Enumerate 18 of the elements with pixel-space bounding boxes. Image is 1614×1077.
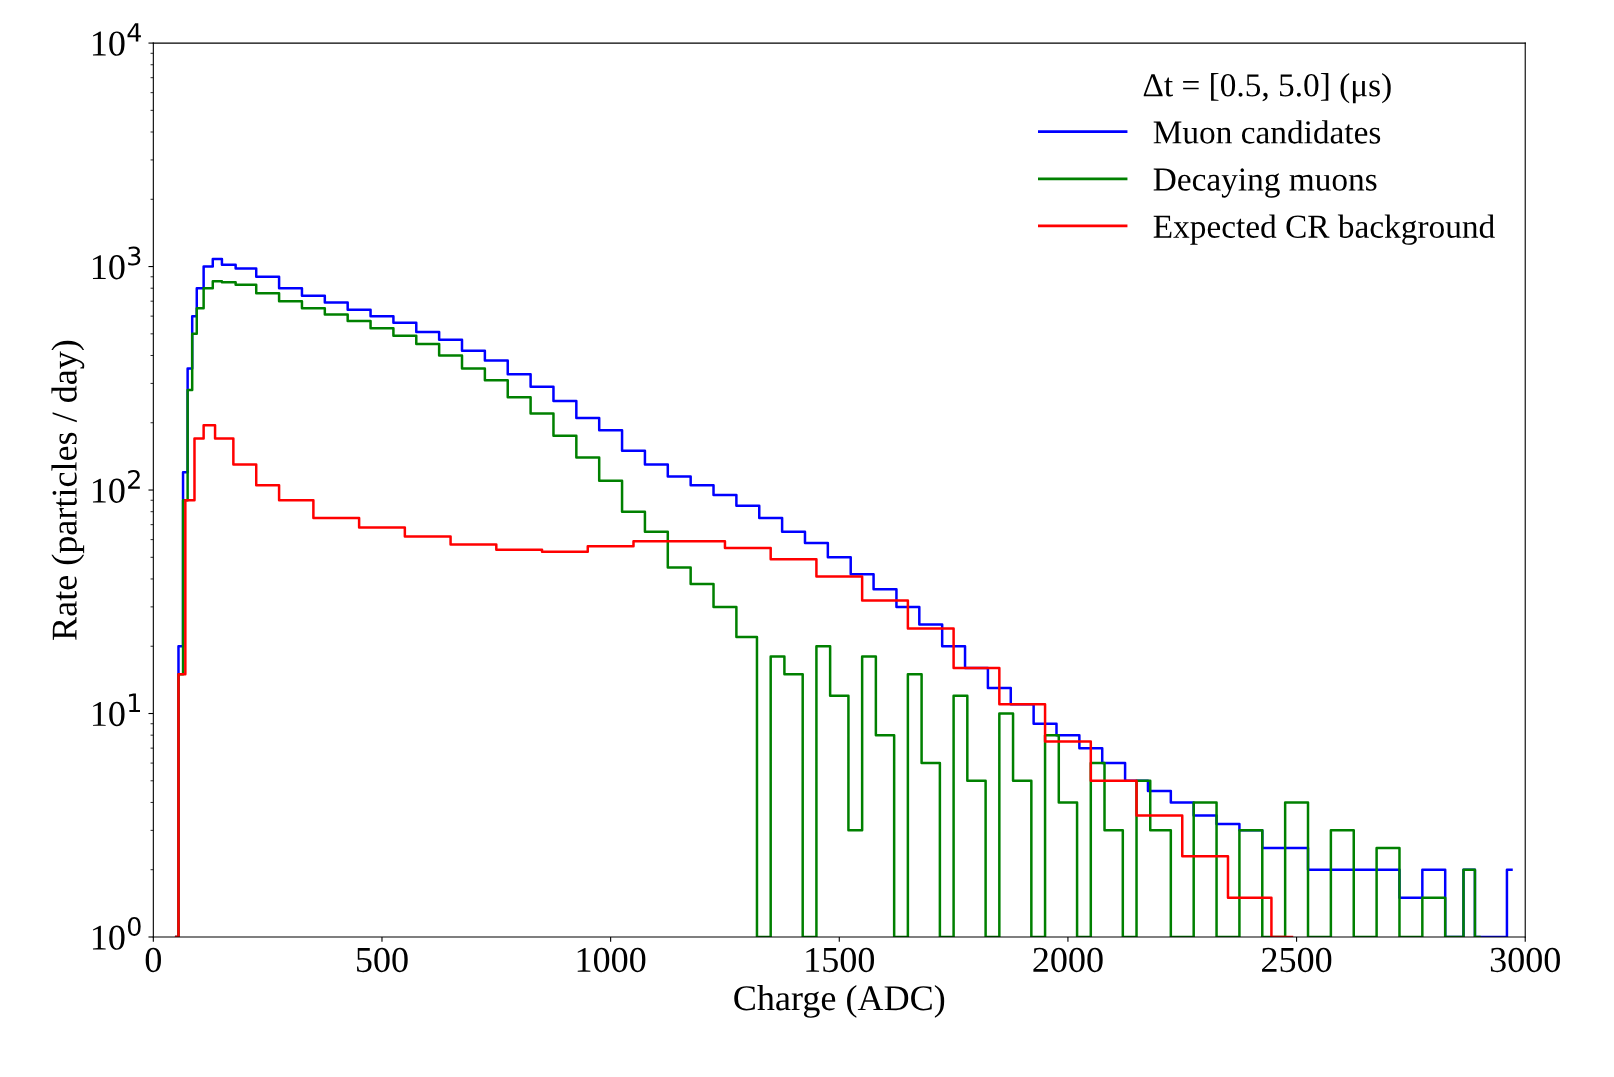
y-tick-label: 10$^{3}$ xyxy=(92,246,141,280)
x-tick-label: 1000 xyxy=(577,947,646,973)
x-tick-label: 2000 xyxy=(1033,947,1103,973)
y-tick-label: 10$^{1}$ xyxy=(92,693,141,727)
y-tick-label: 10$^{4}$ xyxy=(92,23,141,56)
legend-label: Muon candidates xyxy=(1153,120,1381,144)
legend-label: Decaying muons xyxy=(1153,168,1377,198)
legend-title: Δt = [0.5, 5.0] (μs) xyxy=(1143,73,1391,104)
y-axis-title: Rate (particles / day) xyxy=(51,340,85,640)
x-axis-title: Charge (ADC) xyxy=(734,985,945,1018)
x-tick-label: 2500 xyxy=(1262,947,1332,973)
x-tick-label: 3000 xyxy=(1490,947,1560,973)
x-tick-label: 0 xyxy=(145,947,161,973)
x-tick-label: 1500 xyxy=(806,947,875,973)
x-tick-label: 500 xyxy=(357,947,408,973)
legend-label: Expected CR background xyxy=(1153,214,1495,245)
y-tick-label: 10$^{0}$ xyxy=(92,916,141,950)
y-tick-label: 10$^{2}$ xyxy=(92,469,140,503)
